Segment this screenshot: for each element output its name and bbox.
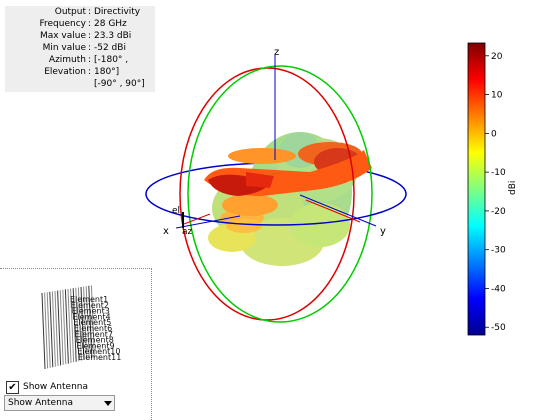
select-value: Show Antenna	[8, 398, 73, 408]
chevron-down-icon	[104, 401, 112, 406]
info-value: 23.3 dBi	[94, 31, 132, 41]
antenna-element-line	[75, 287, 80, 362]
x-axis-label: x	[163, 226, 169, 237]
info-key: Azimuth	[48, 55, 86, 65]
antenna-array	[41, 285, 95, 370]
antenna-labels: Element1Element2Element3Element4Element5…	[70, 295, 121, 362]
info-value: -52 dBi	[94, 43, 126, 53]
info-key: Output	[54, 7, 86, 17]
el-label: el	[172, 206, 180, 216]
antenna-element-line	[62, 289, 67, 365]
info-value: 180°]	[94, 67, 120, 77]
az-marker	[183, 213, 211, 225]
y-axis-label: y	[380, 226, 386, 237]
antenna-element-line	[67, 288, 72, 364]
antenna-element-line	[88, 285, 93, 359]
show-antenna-checkbox[interactable]: ✔	[6, 381, 19, 394]
antenna-element-line	[77, 287, 82, 361]
antenna-element-label: Element8	[76, 336, 114, 345]
antenna-element-line	[46, 292, 51, 368]
info-panel: Output: Directivity Frequency:28 GHz Max …	[5, 6, 155, 92]
antenna-element-line	[64, 289, 69, 364]
x-axis-red	[305, 199, 361, 223]
antenna-element-label: Element7	[75, 330, 113, 339]
info-row: Max value:23.3 dBi	[39, 31, 132, 41]
antenna-element-label: Element2	[71, 301, 109, 310]
colorbar-ticks: 20 10 0 -10 -20 -30 -40 -50	[485, 52, 506, 333]
info-key: Frequency	[39, 19, 87, 29]
antenna-element-label: Element3	[72, 307, 110, 316]
info-value: [-90° , 90°]	[94, 79, 145, 89]
colorbar-tick-label: -10	[491, 168, 506, 178]
colorbar-label: dBi	[508, 181, 518, 195]
info-key: Elevation	[44, 67, 86, 77]
info-row: Elevation:180°]	[44, 67, 120, 77]
y-axis	[299, 194, 377, 227]
xy-circle-front	[145, 193, 407, 226]
antenna-element-label: Element10	[77, 347, 120, 356]
show-antenna-label: Show Antenna	[23, 382, 88, 392]
colorbar-tick-label: -20	[491, 207, 506, 217]
colorbar-tick-label: -40	[491, 284, 506, 294]
antenna-element-label: Element9	[76, 341, 114, 350]
radiation-pattern	[204, 132, 372, 266]
colorbar-tick-label: 20	[491, 52, 503, 62]
az-label: az	[182, 227, 193, 237]
antenna-element-line	[83, 286, 88, 360]
colorbar-tick-label: 10	[491, 91, 503, 101]
antenna-element-label: Element5	[73, 318, 111, 327]
info-key: Min value	[42, 43, 86, 53]
antenna-element-line	[49, 291, 54, 368]
antenna-element-line	[85, 286, 90, 359]
antenna-element-line	[54, 290, 59, 367]
z-axis-label: z	[274, 47, 279, 58]
antenna-element-label: Element6	[74, 324, 112, 333]
antenna-element-label: Element1	[70, 295, 108, 304]
antenna-element-label: Element11	[78, 353, 121, 362]
antenna-element-line	[44, 292, 49, 369]
colorbar-tick-label: 0	[491, 129, 497, 139]
antenna-element-line	[41, 292, 46, 370]
antenna-element-line	[57, 290, 62, 366]
info-value: [-180° ,	[94, 55, 129, 65]
info-key: Max value	[39, 31, 86, 41]
colorbar	[467, 42, 486, 336]
antenna-display-select[interactable]: Show Antenna	[4, 395, 115, 411]
info-row: [-90° , 90°]	[5, 78, 155, 90]
antenna-element-line	[51, 291, 56, 367]
yz-circle	[187, 65, 373, 323]
info-row: Azimuth: [-180° ,	[48, 55, 129, 65]
antenna-element-label: Element4	[72, 312, 110, 321]
antenna-element-line	[72, 288, 77, 362]
antenna-element-line	[70, 288, 75, 363]
x-axis	[175, 215, 241, 229]
info-row: Output: Directivity	[54, 7, 141, 17]
colorbar-tick-label: -50	[491, 323, 506, 333]
info-value: 28 GHz	[94, 19, 127, 29]
antenna-element-line	[90, 285, 95, 358]
info-row: Frequency:28 GHz	[39, 19, 127, 29]
antenna-preview: Element1 Element2 Element3 Element4 Element5…	[0, 268, 152, 420]
antenna-element-line	[59, 290, 64, 365]
info-row: Min value: -52 dBi	[42, 43, 126, 53]
colorbar-tick-label: -30	[491, 246, 506, 256]
antenna-element-line	[80, 286, 85, 361]
info-value: Directivity	[94, 7, 141, 17]
